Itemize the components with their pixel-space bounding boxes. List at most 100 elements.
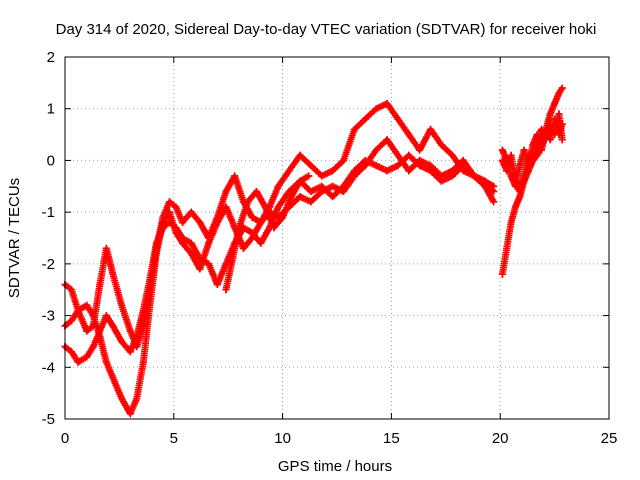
data-point	[307, 198, 315, 206]
data-point	[165, 208, 173, 216]
data-point	[196, 255, 204, 263]
data-point	[172, 203, 180, 211]
data-point	[490, 198, 498, 206]
axis-ticks: 0 5 10 15 20 25 -5 -4 -3 -2 -1 0 1 2	[42, 49, 618, 447]
data-point	[222, 203, 230, 211]
data-point	[213, 281, 221, 289]
x-tick-label: 25	[601, 430, 618, 447]
x-axis-label: GPS time / hours	[278, 458, 392, 475]
data-point	[89, 312, 97, 320]
data-point	[507, 218, 515, 226]
data-point	[126, 327, 134, 335]
x-tick-label: 5	[170, 430, 178, 447]
data-point	[394, 162, 402, 170]
data-point	[558, 84, 566, 92]
data-point	[133, 332, 141, 340]
data-point	[231, 172, 239, 180]
y-tick-label: 2	[47, 49, 55, 66]
data-point	[118, 337, 126, 345]
data-point	[405, 151, 413, 159]
series-markers	[498, 110, 566, 195]
data-point	[109, 374, 117, 382]
data-point	[350, 125, 358, 133]
data-point	[448, 172, 456, 180]
data-point	[538, 146, 546, 154]
data-point	[152, 239, 160, 247]
data-point	[248, 213, 256, 221]
data-point	[372, 146, 380, 154]
data-point	[529, 156, 537, 164]
data-point	[229, 255, 237, 263]
data-point	[340, 156, 348, 164]
data-point	[481, 177, 489, 185]
data-point	[83, 353, 91, 361]
data-point	[68, 348, 76, 356]
data-point	[139, 306, 147, 314]
data-point	[102, 358, 110, 366]
data-point	[427, 125, 435, 133]
x-tick-label: 0	[61, 430, 69, 447]
data-point	[524, 151, 532, 159]
data-point	[448, 151, 456, 159]
data-point	[416, 162, 424, 170]
data-point	[546, 110, 554, 118]
data-point	[196, 218, 204, 226]
data-point	[470, 172, 478, 180]
data-point	[361, 156, 369, 164]
data-point	[516, 187, 524, 195]
data-point	[274, 182, 282, 190]
data-point	[555, 110, 563, 118]
x-tick-label: 15	[383, 430, 400, 447]
data-point	[516, 162, 524, 170]
data-point	[296, 151, 304, 159]
data-point	[244, 198, 252, 206]
data-point	[222, 187, 230, 195]
data-point	[89, 343, 97, 351]
data-point	[248, 229, 256, 237]
data-point	[405, 131, 413, 139]
y-tick-label: -1	[42, 204, 55, 221]
data-point	[340, 182, 348, 190]
data-point	[533, 141, 541, 149]
data-point	[96, 327, 104, 335]
data-point	[361, 115, 369, 123]
data-point	[159, 224, 167, 232]
data-point	[551, 131, 559, 139]
data-point	[383, 100, 391, 108]
data-point	[318, 182, 326, 190]
data-point	[555, 89, 563, 97]
data-point	[222, 286, 230, 294]
data-point	[296, 193, 304, 201]
data-point	[196, 265, 204, 273]
data-point	[507, 151, 515, 159]
data-point	[498, 146, 506, 154]
data-point	[68, 286, 76, 294]
data-point	[83, 301, 91, 309]
data-point	[213, 218, 221, 226]
data-point	[252, 187, 260, 195]
data-point	[329, 167, 337, 175]
data-point	[109, 322, 117, 330]
y-tick-label: -3	[42, 308, 55, 325]
data-point	[307, 187, 315, 195]
y-tick-label: -2	[42, 256, 55, 273]
data-point	[546, 120, 554, 128]
data-point	[187, 208, 195, 216]
chart-title: Day 314 of 2020, Sidereal Day-to-day VTE…	[56, 21, 597, 38]
data-point	[146, 275, 154, 283]
data-point	[146, 301, 154, 309]
data-point	[394, 115, 402, 123]
data-point	[83, 327, 91, 335]
data-point	[503, 167, 511, 175]
data-point	[139, 358, 147, 366]
series-markers	[61, 136, 498, 418]
data-point	[437, 177, 445, 185]
data-point	[551, 100, 559, 108]
y-tick-label: -5	[42, 411, 55, 428]
series-track-4	[222, 172, 313, 294]
data-point	[405, 167, 413, 175]
data-point	[490, 187, 498, 195]
data-point	[261, 203, 269, 211]
data-point	[416, 146, 424, 154]
